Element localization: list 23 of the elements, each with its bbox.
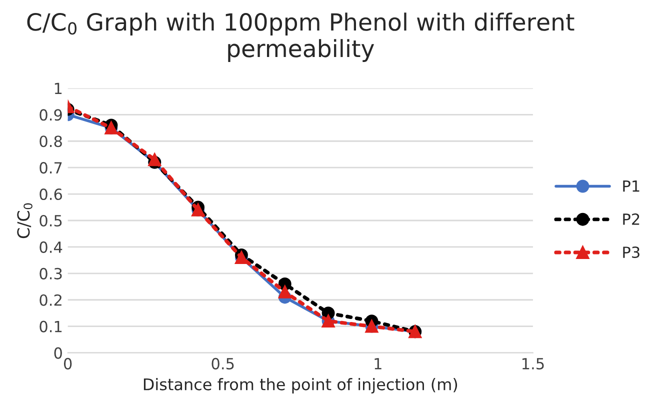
x-tick-label: 1 [374,358,382,370]
legend-label: P1 [623,180,640,192]
y-tick-label: 0.9 [40,109,62,121]
legend-label: P2 [623,213,640,225]
y-tick-label: 0.8 [40,136,62,148]
y-axis-title: C/C$_{0}$ [17,203,32,238]
x-tick-label: 1.5 [522,358,544,370]
y-tick-label: 1 [54,82,62,94]
x-axis-title: Distance from the point of injection (m) [144,378,458,394]
point [278,285,292,298]
y-tick-label: 0.2 [40,294,62,306]
chart-title: C/C$_{0}$ Graph with 100ppm Phenol with different permeability [27,12,574,62]
y-tick-label: 0.3 [40,268,62,280]
y-tick-label: 0 [54,347,62,359]
y-tick-label: 0.4 [40,241,62,253]
point [148,153,162,166]
y-tick-label: 0.6 [40,188,62,200]
x-tick-label: 0 [64,358,72,370]
x-tick-label: 0.5 [212,358,234,370]
y-tick-label: 0.7 [40,162,62,174]
y-tick-label: 0.1 [40,320,62,332]
y-tick-label: 0.5 [40,214,62,227]
legend-label: P3 [623,246,640,258]
